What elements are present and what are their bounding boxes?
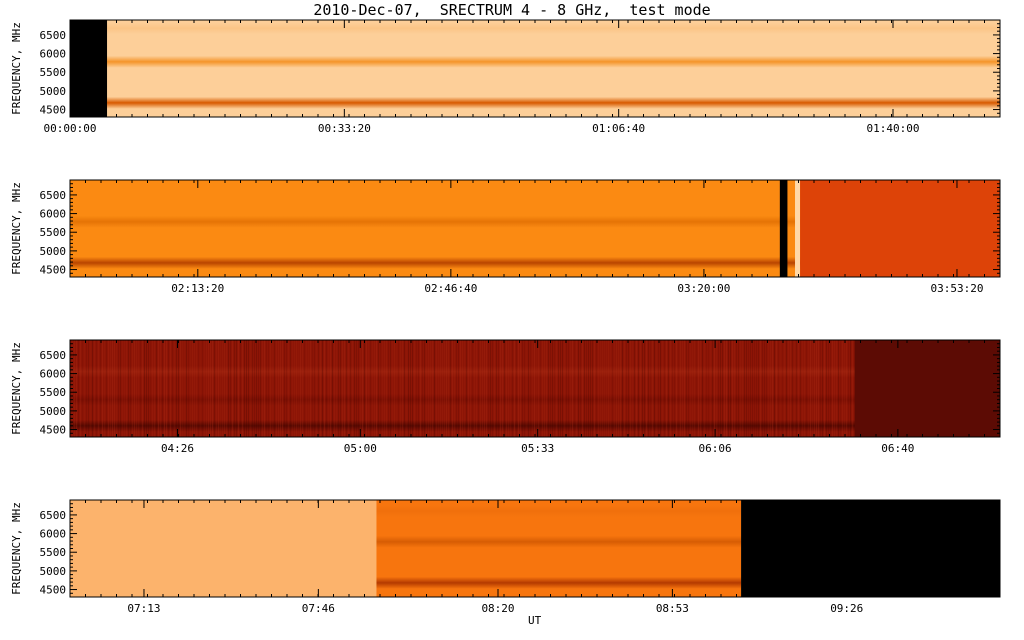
x-tick-label: 05:00 [344, 442, 377, 455]
time-segment [800, 180, 1000, 277]
spectrum-panel-1: 4500 5000 5500 6000 6500 FREQUENCY, MHz 00:00:… [10, 19, 1001, 135]
x-tick-label: 08:53 [656, 602, 689, 615]
x-tick-label: 04:26 [161, 442, 194, 455]
x-tick-label: 08:20 [481, 602, 514, 615]
y-tick-label: 6500 [40, 189, 67, 202]
y-tick-label: 5000 [40, 565, 67, 578]
x-tick-label: 05:33 [521, 442, 554, 455]
y-tick-label: 5500 [40, 66, 67, 79]
y-tick-label: 4500 [40, 584, 67, 597]
x-tick-label: 02:13:20 [171, 282, 224, 295]
emission-band [70, 96, 1000, 109]
x-tick-label: 06:40 [881, 442, 914, 455]
x-tick-label: 00:33:20 [318, 122, 371, 135]
x-tick-label: 03:20:00 [677, 282, 730, 295]
emission-band [376, 505, 742, 518]
y-tick-label: 5000 [40, 85, 67, 98]
x-tick-label: 02:46:40 [424, 282, 477, 295]
y-tick-label: 5500 [40, 386, 67, 399]
y-tick-label: 6000 [40, 528, 67, 541]
time-segment [70, 20, 108, 117]
y-tick-label: 5500 [40, 226, 67, 239]
emission-band [70, 419, 1000, 432]
emission-band [70, 365, 1000, 378]
x-tick-label: 01:06:40 [592, 122, 645, 135]
spectrum-panel-2: 4500 5000 5500 6000 6500 FREQUENCY, MHz 02:13:… [10, 179, 1001, 295]
x-tick-label: 06:06 [699, 442, 732, 455]
y-tick-label: 6000 [40, 208, 67, 221]
time-segment [795, 180, 801, 277]
x-tick-label: 07:13 [127, 602, 160, 615]
spectrum-panel-4: 4500 5000 5500 6000 6500 FREQUENCY, MHz 07:13 0… [10, 499, 1001, 615]
x-tick-label: 00:00:00 [44, 122, 97, 135]
emission-band [376, 535, 742, 548]
y-tick-label: 4500 [40, 104, 67, 117]
y-tick-label: 6000 [40, 368, 67, 381]
y-axis-label: FREQUENCY, MHz [10, 342, 23, 435]
x-tick-label: 09:26 [830, 602, 863, 615]
emission-band [70, 256, 1000, 269]
y-tick-label: 4500 [40, 424, 67, 437]
x-tick-label: 01:40:00 [867, 122, 920, 135]
emission-band [70, 215, 1000, 228]
x-axis-label: UT [528, 614, 542, 627]
emission-band [70, 22, 1000, 35]
y-tick-label: 4500 [40, 264, 67, 277]
spectral-noise [70, 340, 999, 437]
emission-band [70, 393, 1000, 406]
y-tick-label: 5500 [40, 546, 67, 559]
y-tick-label: 6500 [40, 349, 67, 362]
chart-title: 2010-Dec-07, SRECTRUM 4 - 8 GHz, test mo… [313, 1, 711, 19]
y-axis-label: FREQUENCY, MHz [10, 502, 23, 595]
spectrum-panel-3: 4500 5000 5500 6000 6500 FREQUENCY, MHz 04:26 0… [10, 339, 1001, 455]
y-tick-label: 6500 [40, 29, 67, 42]
y-tick-label: 6000 [40, 48, 67, 61]
time-segment [741, 500, 1000, 597]
y-tick-label: 5000 [40, 245, 67, 258]
y-axis-label: FREQUENCY, MHz [10, 22, 23, 115]
x-tick-label: 07:46 [302, 602, 335, 615]
x-tick-label: 03:53:20 [930, 282, 983, 295]
y-axis-label: FREQUENCY, MHz [10, 182, 23, 275]
emission-band [376, 576, 742, 589]
y-tick-label: 6500 [40, 509, 67, 522]
y-tick-label: 5000 [40, 405, 67, 418]
time-segment [779, 180, 788, 277]
time-segment [854, 340, 1000, 437]
emission-band [70, 55, 1000, 68]
